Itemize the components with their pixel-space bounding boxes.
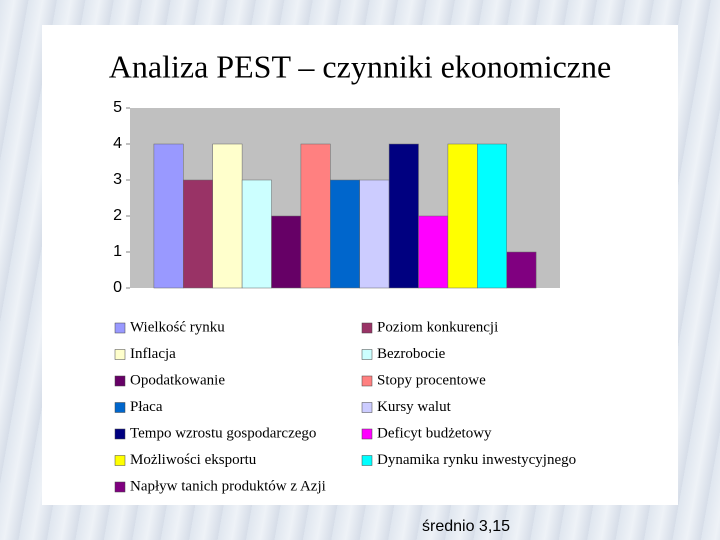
y-tick-label: 4 [113,135,122,152]
legend-label: Deficyt budżetowy [377,425,492,441]
legend-swatch [114,322,126,334]
legend-swatch [361,322,373,334]
bar [271,215,302,289]
footnote: średnio 3,15 [422,518,510,535]
legend-label: Poziom konkurencji [377,319,498,335]
y-tick-label: 1 [113,243,122,260]
legend-swatch [361,455,373,466]
legend-swatch [114,481,126,493]
legend-swatch [361,375,373,387]
bar [330,179,360,289]
legend-label: Wielkość rynku [130,319,225,335]
y-tick-label: 0 [113,279,122,296]
legend-swatch [114,455,126,466]
legend-swatch [361,428,373,440]
legend-label: Tempo wzrostu gospodarczego [130,425,316,441]
legend-label: Możliwości eksportu [130,452,257,468]
legend-swatch [114,349,126,360]
bar [212,143,243,289]
bar [388,143,419,289]
bar [241,179,272,289]
legend-label: Napływ tanich produktów z Azji [130,478,326,494]
bar [506,251,537,289]
bar [359,179,390,289]
bar [418,215,449,289]
y-tick-label: 2 [113,207,122,224]
legend-swatch [361,402,373,413]
y-tick-label: 5 [113,99,122,116]
legend-swatch [114,402,126,413]
bar [300,143,331,289]
legend-label: Kursy walut [377,399,452,415]
bar [477,143,507,289]
legend-label: Bezrobocie [377,346,446,362]
legend-swatch [361,349,373,360]
legend-label: Inflacja [130,346,176,362]
y-tick-label: 3 [113,171,122,188]
bar [447,143,478,289]
legend-label: Stopy procentowe [377,372,486,388]
bar [153,143,184,289]
legend-swatch [114,375,126,387]
chart-title: Analiza PEST – czynniki ekonomiczne [109,48,611,84]
legend-label: Płaca [130,399,163,415]
legend-swatch [114,428,126,440]
bar [183,179,213,289]
legend-label: Opodatkowanie [130,372,225,388]
legend-label: Dynamika rynku inwestycyjnego [377,452,576,468]
